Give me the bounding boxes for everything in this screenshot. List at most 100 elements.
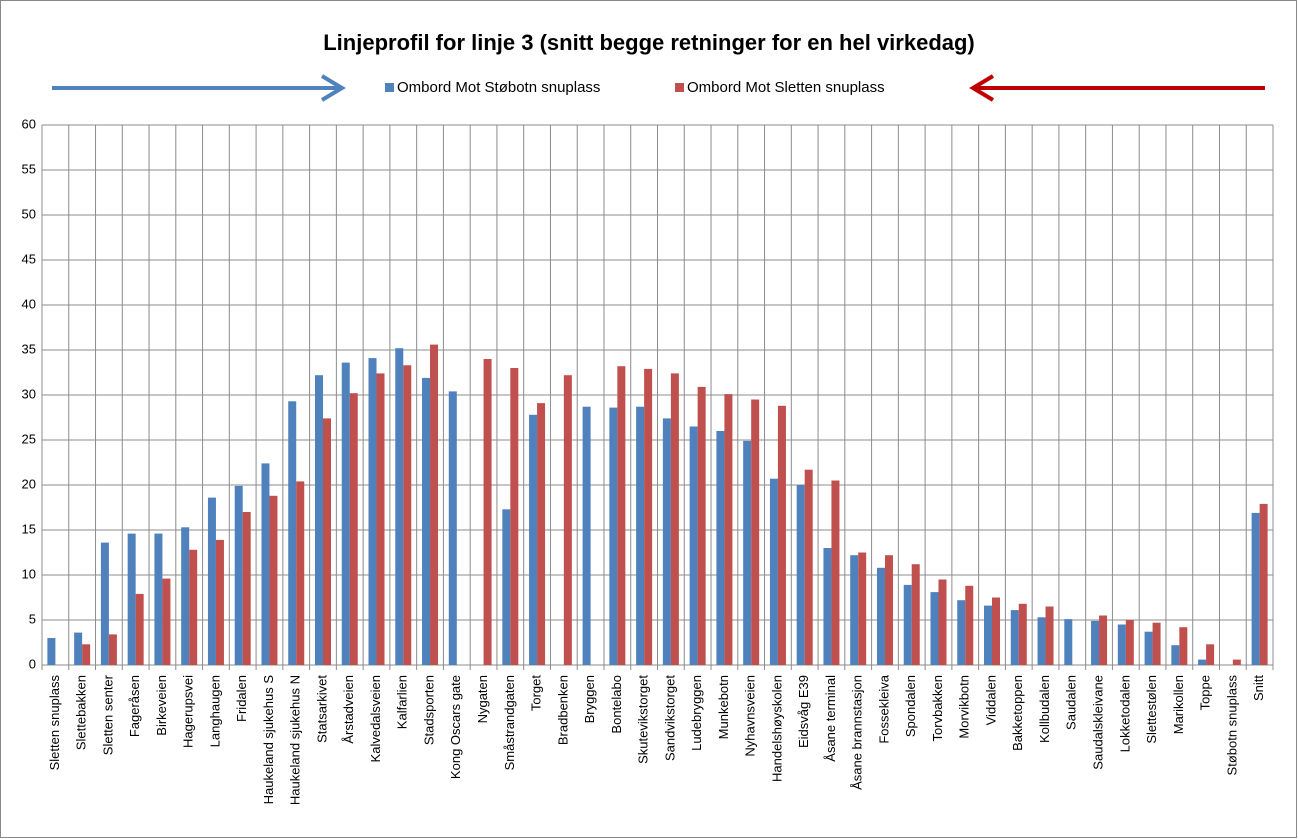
x-tick-label: Birkeveien xyxy=(154,675,169,736)
bar xyxy=(376,373,385,665)
bar xyxy=(1064,619,1073,665)
y-tick-label: 45 xyxy=(22,251,36,266)
bar xyxy=(777,405,786,665)
bar xyxy=(261,463,270,665)
x-tick-label: Bontelabo xyxy=(609,675,624,734)
legend-label: Ombord Mot Sletten snuplass xyxy=(687,79,885,96)
x-tick-label: Haukeland sjukehus S xyxy=(261,675,276,805)
bar xyxy=(207,497,216,665)
bar xyxy=(341,362,350,665)
bar xyxy=(395,348,404,665)
bar xyxy=(831,480,840,665)
bar xyxy=(162,578,171,665)
bar xyxy=(215,539,224,665)
bar xyxy=(403,365,412,665)
x-tick-label: Snitt xyxy=(1251,675,1266,701)
bar xyxy=(242,512,251,665)
bar xyxy=(181,527,190,665)
x-tick-label: Årstadveien xyxy=(341,675,356,744)
x-tick-label: Langhaugen xyxy=(207,675,222,747)
x-tick-label: Slettestølen xyxy=(1144,675,1159,744)
legend-swatch xyxy=(675,83,684,92)
bar xyxy=(502,509,511,665)
x-tick-label: Fossekleiva xyxy=(876,674,891,743)
y-tick-label: 50 xyxy=(22,206,36,221)
y-tick-label: 35 xyxy=(22,341,36,356)
legend-label: Ombord Mot Støbotn snuplass xyxy=(397,79,600,96)
x-tick-label: Spondalen xyxy=(903,675,918,737)
bar xyxy=(1018,603,1027,665)
bar xyxy=(617,366,626,665)
x-tick-label: Skutevikstorget xyxy=(636,675,651,764)
bar xyxy=(314,375,323,665)
bar xyxy=(1171,645,1180,665)
bar xyxy=(288,401,297,665)
red-arrow xyxy=(969,74,1265,102)
x-tick-label: Saudalskleivane xyxy=(1090,675,1105,770)
y-tick-label: 55 xyxy=(22,161,36,176)
x-tick-label: Viddalen xyxy=(983,675,998,725)
bar xyxy=(769,478,778,665)
x-tick-label: Marikollen xyxy=(1171,675,1186,734)
bar xyxy=(1152,622,1161,665)
bar xyxy=(984,605,993,665)
x-tick-label: Statsarkivet xyxy=(314,675,329,743)
bar xyxy=(670,373,679,665)
y-tick-label: 30 xyxy=(22,386,36,401)
x-tick-label: Kong Oscars gate xyxy=(448,675,463,779)
x-tick-label: Saudalen xyxy=(1064,675,1079,730)
bar xyxy=(804,469,813,665)
bar xyxy=(100,542,109,665)
bar xyxy=(884,555,893,665)
bar xyxy=(938,579,947,665)
bar xyxy=(751,399,760,665)
x-tick-label: Eidsvåg E39 xyxy=(796,675,811,748)
bar xyxy=(430,344,439,665)
bar xyxy=(537,403,546,665)
x-tick-label: Bradbenken xyxy=(555,675,570,745)
blue-arrow xyxy=(52,74,346,102)
bar xyxy=(911,564,920,665)
bar xyxy=(724,394,733,665)
bar xyxy=(448,391,457,665)
bar xyxy=(269,495,278,665)
bar xyxy=(1251,512,1260,665)
bar xyxy=(636,406,645,665)
y-tick-label: 25 xyxy=(22,431,36,446)
bar xyxy=(1099,615,1108,665)
bar xyxy=(1125,620,1134,665)
x-tick-label: Kollbudalen xyxy=(1037,675,1052,743)
y-tick-label: 40 xyxy=(22,296,36,311)
x-tick-label: Åsane brannstasjon xyxy=(850,675,865,790)
bar xyxy=(1206,644,1215,665)
bar xyxy=(368,358,377,665)
x-tick-label: Nyhavnsveien xyxy=(743,675,758,757)
x-tick-label: Bryggen xyxy=(582,675,597,723)
x-tick-label: Hagerupsvei xyxy=(181,675,196,748)
bar xyxy=(903,584,912,665)
y-tick-label: 60 xyxy=(22,116,36,131)
bar xyxy=(957,600,966,665)
x-tick-label: Småstrandgaten xyxy=(502,675,517,770)
bar xyxy=(716,431,725,665)
x-tick-label: Fridalen xyxy=(234,675,249,722)
bar xyxy=(858,552,867,665)
bar xyxy=(876,567,885,665)
bar xyxy=(154,533,163,665)
x-tick-label: Sandvikstorget xyxy=(662,675,677,761)
x-tick-label: Åsane terminal xyxy=(823,675,838,762)
x-tick-label: Torvbakken xyxy=(930,675,945,741)
bar xyxy=(1259,503,1268,665)
x-tick-label: Haukeland sjukehus N xyxy=(288,675,303,805)
bar xyxy=(1010,610,1019,665)
x-tick-label: Ludebryggen xyxy=(689,675,704,751)
bar xyxy=(689,426,698,665)
y-tick-label: 10 xyxy=(22,566,36,581)
x-tick-label: Kalfarlien xyxy=(395,675,410,729)
bar xyxy=(697,386,706,665)
bar xyxy=(1232,659,1241,665)
bar xyxy=(796,485,805,665)
bar xyxy=(422,377,431,665)
bar xyxy=(189,549,198,665)
